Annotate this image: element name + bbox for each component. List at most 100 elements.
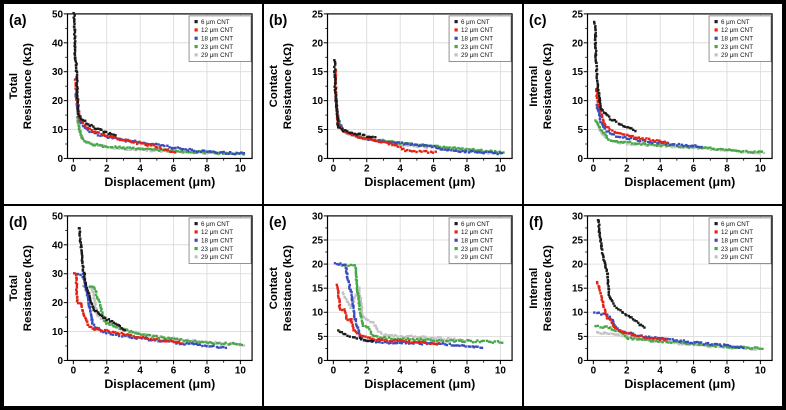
svg-text:2: 2: [364, 365, 370, 376]
axis-ticks: [63, 215, 241, 365]
svg-text:4: 4: [657, 365, 663, 376]
legend-marker-icon: [714, 238, 718, 242]
svg-text:25: 25: [312, 235, 324, 246]
svg-text:2: 2: [104, 163, 110, 174]
panel-d-chart: 0 2 4 6 8 10 0 10 20 30 40 50 Displacement (μm) Total…: [8, 211, 253, 391]
legend-label: 23 μm CNT: [201, 246, 233, 253]
series-23-μm-CNT: [88, 285, 244, 347]
svg-text:0: 0: [578, 154, 584, 165]
legend-label: 12 μm CNT: [461, 229, 493, 236]
svg-text:0: 0: [71, 163, 77, 174]
svg-text:20: 20: [312, 260, 324, 271]
panel-f: 0 2 4 6 8 10 0 5 10 15 20 25 30 Displacement (μm) Inte…: [523, 205, 783, 407]
svg-text:4: 4: [137, 365, 143, 376]
svg-text:10: 10: [572, 96, 584, 107]
panel-b-chart: 0 2 4 6 8 10 0 5 10 15 20 25 Displacement (μm) Contac…: [268, 9, 513, 189]
legend-marker-icon: [194, 255, 198, 259]
legend-marker-icon: [714, 246, 718, 251]
legend-box: [448, 217, 512, 264]
legend-label: 6 μm CNT: [721, 19, 750, 26]
svg-text:4: 4: [657, 163, 663, 174]
svg-text:4: 4: [137, 163, 143, 174]
legend-label: 6 μm CNT: [201, 221, 230, 228]
series-18-μm-CNT: [334, 96, 504, 156]
plot-area-data: [593, 20, 766, 155]
svg-text:8: 8: [724, 365, 730, 376]
legend-marker-icon: [714, 28, 718, 32]
plot-area-data: [73, 227, 246, 350]
svg-text:10: 10: [235, 163, 247, 174]
legend-marker-icon: [454, 230, 458, 234]
series-6-μm-CNT: [593, 20, 637, 133]
panel-c-chart: 0 2 4 6 8 10 0 5 10 15 20 25 Displacement (μm) Intern…: [528, 9, 773, 189]
svg-text:8: 8: [464, 365, 470, 376]
legend-label: 18 μm CNT: [721, 36, 753, 43]
svg-text:20: 20: [572, 260, 584, 271]
svg-text:20: 20: [312, 38, 324, 49]
legend-marker-icon: [714, 53, 718, 57]
svg-text:6: 6: [171, 163, 177, 174]
svg-text:30: 30: [52, 67, 64, 78]
legend-marker-icon: [194, 44, 198, 49]
svg-text:0: 0: [331, 163, 337, 174]
svg-text:6: 6: [691, 163, 697, 174]
svg-text:4: 4: [397, 163, 403, 174]
series-23-μm-CNT: [335, 110, 505, 155]
legend-marker-icon: [454, 246, 458, 251]
plot-area-data: [333, 262, 504, 350]
svg-text:5: 5: [318, 125, 324, 136]
series-29-μm-CNT: [76, 122, 246, 156]
legend-marker-icon: [454, 44, 458, 49]
svg-text:2: 2: [104, 365, 110, 376]
panel-f-chart: 0 2 4 6 8 10 0 5 10 15 20 25 30 Displacement (μm) Inte…: [528, 211, 773, 391]
panel-label: (a): [9, 13, 27, 29]
svg-text:20: 20: [52, 298, 64, 309]
legend-box: [708, 217, 772, 264]
plot-area-data: [333, 59, 505, 156]
axis-ticks: [323, 13, 501, 163]
series-6-μm-CNT: [77, 227, 126, 332]
svg-text:15: 15: [312, 284, 324, 295]
legend-label: 6 μm CNT: [201, 19, 230, 26]
legend-label: 12 μm CNT: [721, 27, 753, 34]
tick-labels: 0 2 4 6 8 10 0 5 10 15 20 25: [572, 9, 766, 174]
legend-label: 29 μm CNT: [201, 254, 233, 261]
axis-ticks: [63, 13, 241, 163]
svg-text:6: 6: [691, 365, 697, 376]
legend-marker-icon: [714, 20, 718, 24]
legend-label: 29 μm CNT: [201, 52, 233, 59]
legend-marker-icon: [714, 44, 718, 49]
panel-label: (c): [529, 13, 547, 29]
y-axis-label-line1: Internal: [528, 268, 540, 309]
legend-box: [188, 15, 252, 62]
svg-text:5: 5: [578, 332, 584, 343]
series-12-μm-CNT: [595, 280, 668, 341]
legend-marker-icon: [714, 222, 718, 226]
svg-text:10: 10: [52, 327, 64, 338]
legend-label: 29 μm CNT: [461, 52, 493, 59]
svg-text:10: 10: [572, 308, 584, 319]
legend-label: 23 μm CNT: [721, 246, 753, 253]
panel-c: 0 2 4 6 8 10 0 5 10 15 20 25 Displacement (μm) Intern…: [523, 3, 783, 205]
svg-text:30: 30: [572, 211, 584, 222]
panel-a: 0 2 4 6 8 10 0 10 20 30 40 50 Displacement (μm) Total…: [3, 3, 263, 205]
svg-text:50: 50: [52, 9, 64, 20]
legend-label: 18 μm CNT: [461, 238, 493, 245]
svg-text:20: 20: [572, 38, 584, 49]
series-12-μm-CNT: [333, 69, 437, 154]
legend-marker-icon: [714, 230, 718, 234]
legend-label: 29 μm CNT: [721, 254, 753, 261]
x-axis-label: Displacement (μm): [104, 377, 215, 391]
svg-text:20: 20: [52, 96, 64, 107]
y-axis-label-line2: Resistance (kΩ): [542, 43, 554, 129]
legend-label: 18 μm CNT: [201, 238, 233, 245]
legend-label: 12 μm CNT: [201, 27, 233, 34]
legend-label: 23 μm CNT: [461, 246, 493, 253]
legend-marker-icon: [454, 255, 458, 259]
panel-label: (d): [9, 215, 28, 231]
